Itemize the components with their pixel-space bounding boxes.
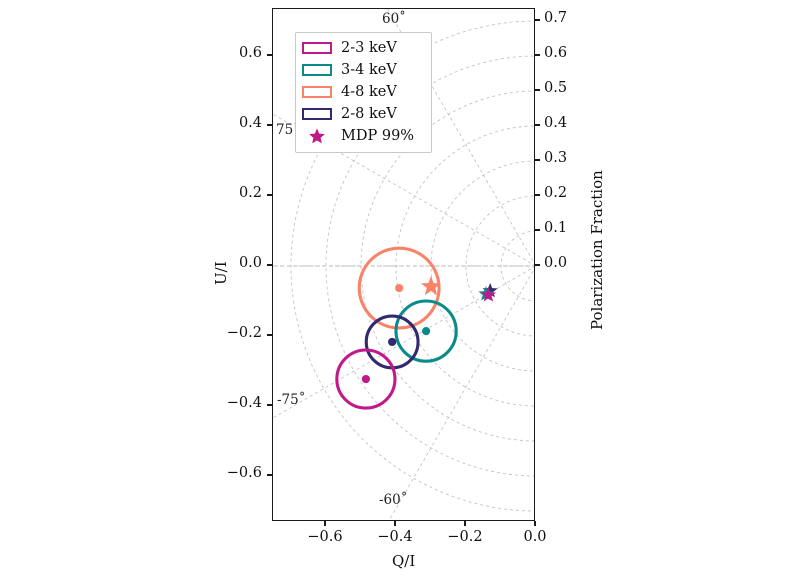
- x-axis-tick-label: −0.2: [447, 529, 483, 545]
- legend-swatch-4-8-kev: [302, 86, 332, 98]
- x-axis-tick: [534, 521, 536, 526]
- angle-label-60: 60˚: [382, 11, 406, 27]
- legend-swatch-2-8-kev: [302, 108, 332, 120]
- right-axis-tick: [535, 229, 540, 231]
- legend-item[interactable]: 2-3 keV: [302, 37, 424, 59]
- right-axis-tick-label: 0.3: [544, 150, 568, 166]
- right-axis-tick-label: 0.7: [544, 10, 568, 26]
- data-layer: [335, 246, 498, 410]
- y-axis-tick-label: 0.4: [238, 115, 262, 131]
- legend-item[interactable]: 4-8 keV: [302, 81, 424, 103]
- angle-label-75: 75˚: [276, 122, 300, 138]
- legend-swatch-2-3-kev: [302, 42, 332, 54]
- legend-label: 2-3 keV: [341, 40, 397, 56]
- x-axis-tick: [394, 521, 396, 526]
- y-axis-tick: [267, 404, 272, 406]
- legend-item[interactable]: 3-4 keV: [302, 59, 424, 81]
- right-axis-tick-label: 0.0: [544, 255, 568, 271]
- legend-item[interactable]: 2-8 keV: [302, 103, 424, 125]
- y-axis-tick-label: −0.4: [226, 395, 262, 411]
- y-axis-tick: [267, 334, 272, 336]
- right-axis-tick: [535, 19, 540, 21]
- y-axis-tick-label: 0.2: [238, 185, 262, 201]
- legend-swatch-3-4-kev: [302, 64, 332, 76]
- legend-label: 3-4 keV: [341, 62, 397, 78]
- legend-label: MDP 99%: [341, 128, 415, 144]
- right-axis-tick: [535, 264, 540, 266]
- x-axis-tick: [324, 521, 326, 526]
- angle-label-neg75: -75˚: [277, 392, 306, 408]
- y-axis-tick-label: 0.6: [238, 45, 262, 61]
- x-axis-title: Q/I: [392, 552, 416, 570]
- right-axis-title: Polarization Fraction: [588, 170, 606, 330]
- y-axis-tick: [267, 54, 272, 56]
- y-axis-tick: [267, 474, 272, 476]
- star-icon: [302, 127, 332, 145]
- y-axis-tick-label: −0.6: [226, 465, 262, 481]
- y-axis-tick-label: −0.2: [226, 325, 262, 341]
- y-axis-tick: [267, 194, 272, 196]
- right-axis-tick: [535, 124, 540, 126]
- legend-label: 2-8 keV: [341, 106, 397, 122]
- angle-label-neg60: -60˚: [379, 492, 408, 508]
- x-axis-tick-label: −0.4: [377, 529, 413, 545]
- legend-item[interactable]: MDP 99%: [302, 125, 424, 147]
- right-axis-tick-label: 0.2: [544, 185, 568, 201]
- legend: 2-3 keV 3-4 keV 4-8 keV 2-8 keV MDP 99%: [295, 32, 432, 153]
- right-axis-tick-label: 0.1: [544, 220, 568, 236]
- right-axis-tick: [535, 159, 540, 161]
- y-axis-tick: [267, 124, 272, 126]
- right-axis-tick: [535, 194, 540, 196]
- x-axis-tick: [464, 521, 466, 526]
- right-axis-tick-label: 0.5: [544, 80, 568, 96]
- y-axis-tick-label: 0.0: [238, 255, 262, 271]
- x-axis-tick-label: 0.0: [523, 529, 547, 545]
- right-axis-tick-label: 0.6: [544, 45, 568, 61]
- legend-label: 4-8 keV: [341, 84, 397, 100]
- right-axis-tick: [535, 54, 540, 56]
- y-axis-tick: [267, 264, 272, 266]
- x-axis-tick-label: −0.6: [307, 529, 343, 545]
- right-axis-tick-label: 0.4: [544, 115, 568, 131]
- right-axis-tick: [535, 89, 540, 91]
